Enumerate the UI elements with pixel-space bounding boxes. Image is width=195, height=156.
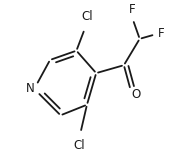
Text: Cl: Cl: [81, 10, 93, 23]
Text: F: F: [158, 27, 165, 40]
Text: F: F: [129, 3, 135, 16]
Text: Cl: Cl: [73, 139, 85, 152]
Text: N: N: [26, 82, 34, 95]
Text: O: O: [132, 88, 141, 101]
